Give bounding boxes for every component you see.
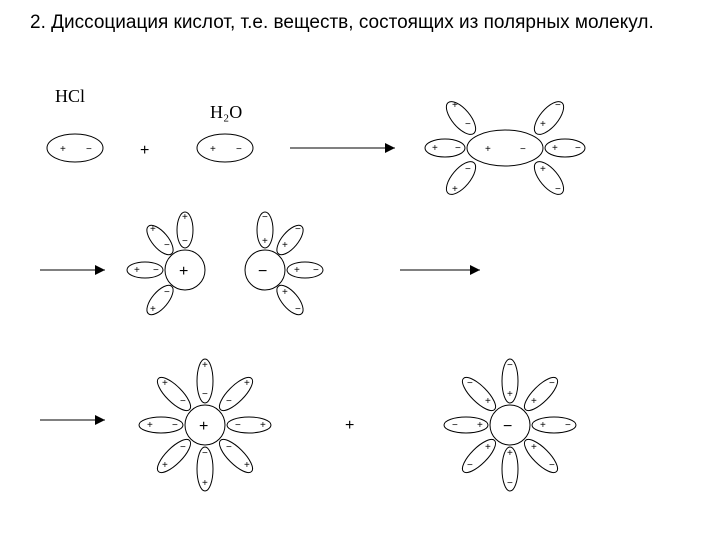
ion-plus-partial: + +− +− +− +− (127, 212, 205, 319)
svg-text:−: − (455, 143, 461, 154)
ion-minus-partial: − +− +− +− +− (245, 212, 323, 319)
hydrated-cation: + + − + − + − + − + − + − + − + − (139, 359, 271, 491)
svg-text:−: − (549, 460, 555, 471)
svg-text:−: − (262, 212, 268, 223)
svg-text:−: − (180, 442, 186, 453)
svg-text:+: + (134, 265, 140, 276)
svg-text:−: − (153, 265, 159, 276)
diagram-svg: HCl + − + H₂O + − + − + − + − + − + − + … (0, 0, 720, 540)
svg-text:−: − (226, 442, 232, 453)
svg-text:+: + (531, 396, 537, 407)
sign: − (236, 144, 242, 155)
combine-plus: + (345, 417, 354, 434)
hcl-label: HCl (55, 86, 85, 106)
svg-text:+: + (199, 418, 208, 435)
svg-text:−: − (465, 119, 471, 130)
svg-text:+: + (485, 442, 491, 453)
svg-text:+: + (182, 212, 188, 223)
svg-text:−: − (507, 478, 513, 489)
svg-text:−: − (507, 360, 513, 371)
svg-text:−: − (180, 396, 186, 407)
svg-text:+: + (162, 460, 168, 471)
svg-text:+: + (452, 100, 458, 111)
svg-text:+: + (179, 263, 188, 280)
hydrated-hcl: + − + − + − + − + − + − + − (425, 97, 585, 199)
svg-text:−: − (226, 396, 232, 407)
svg-text:+: + (147, 420, 153, 431)
svg-text:−: − (555, 100, 561, 111)
diagram-page: 2. Диссоциация кислот, т.е. веществ, сос… (0, 0, 720, 540)
svg-text:+: + (202, 478, 208, 489)
svg-text:+: + (477, 420, 483, 431)
svg-text:−: − (164, 287, 170, 298)
svg-text:+: + (162, 378, 168, 389)
svg-text:+: + (531, 442, 537, 453)
svg-text:+: + (452, 184, 458, 195)
svg-text:−: − (295, 224, 301, 235)
arrowhead (95, 265, 105, 275)
hcl-molecule (47, 134, 103, 162)
sign: + (60, 144, 66, 155)
svg-text:+: + (540, 420, 546, 431)
svg-text:−: − (465, 164, 471, 175)
svg-text:+: + (552, 143, 558, 154)
svg-text:−: − (555, 184, 561, 195)
svg-text:+: + (150, 304, 156, 315)
sign: + (210, 144, 216, 155)
svg-text:−: − (258, 263, 267, 280)
svg-text:−: − (520, 144, 526, 155)
svg-text:−: − (313, 265, 319, 276)
svg-text:−: − (235, 420, 241, 431)
svg-text:−: − (575, 143, 581, 154)
svg-text:−: − (172, 420, 178, 431)
svg-text:+: + (244, 460, 250, 471)
svg-text:+: + (282, 287, 288, 298)
svg-text:+: + (202, 360, 208, 371)
svg-text:+: + (244, 378, 250, 389)
svg-text:−: − (565, 420, 571, 431)
sign: − (86, 144, 92, 155)
svg-text:+: + (260, 420, 266, 431)
svg-text:+: + (432, 143, 438, 154)
svg-text:+: + (507, 389, 513, 400)
h2o-label: H₂O (210, 102, 242, 122)
arrowhead (95, 415, 105, 425)
h2o-molecule (197, 134, 253, 162)
arrowhead (385, 143, 395, 153)
svg-text:+: + (262, 236, 268, 247)
svg-text:−: − (549, 378, 555, 389)
svg-text:+: + (150, 224, 156, 235)
svg-text:−: − (164, 240, 170, 251)
hydrated-anion: − + − + − + − + − + − + − + − + − (444, 359, 576, 491)
svg-text:+: + (507, 448, 513, 459)
svg-text:+: + (485, 396, 491, 407)
svg-text:−: − (182, 236, 188, 247)
svg-text:−: − (467, 378, 473, 389)
svg-text:−: − (503, 418, 512, 435)
svg-text:+: + (294, 265, 300, 276)
plus-label: + (140, 142, 149, 159)
svg-text:−: − (295, 304, 301, 315)
svg-text:+: + (540, 164, 546, 175)
svg-text:−: − (202, 389, 208, 400)
arrowhead (470, 265, 480, 275)
svg-text:−: − (202, 448, 208, 459)
svg-text:−: − (452, 420, 458, 431)
svg-text:+: + (540, 119, 546, 130)
svg-text:−: − (467, 460, 473, 471)
svg-text:+: + (485, 144, 491, 155)
svg-text:+: + (282, 240, 288, 251)
